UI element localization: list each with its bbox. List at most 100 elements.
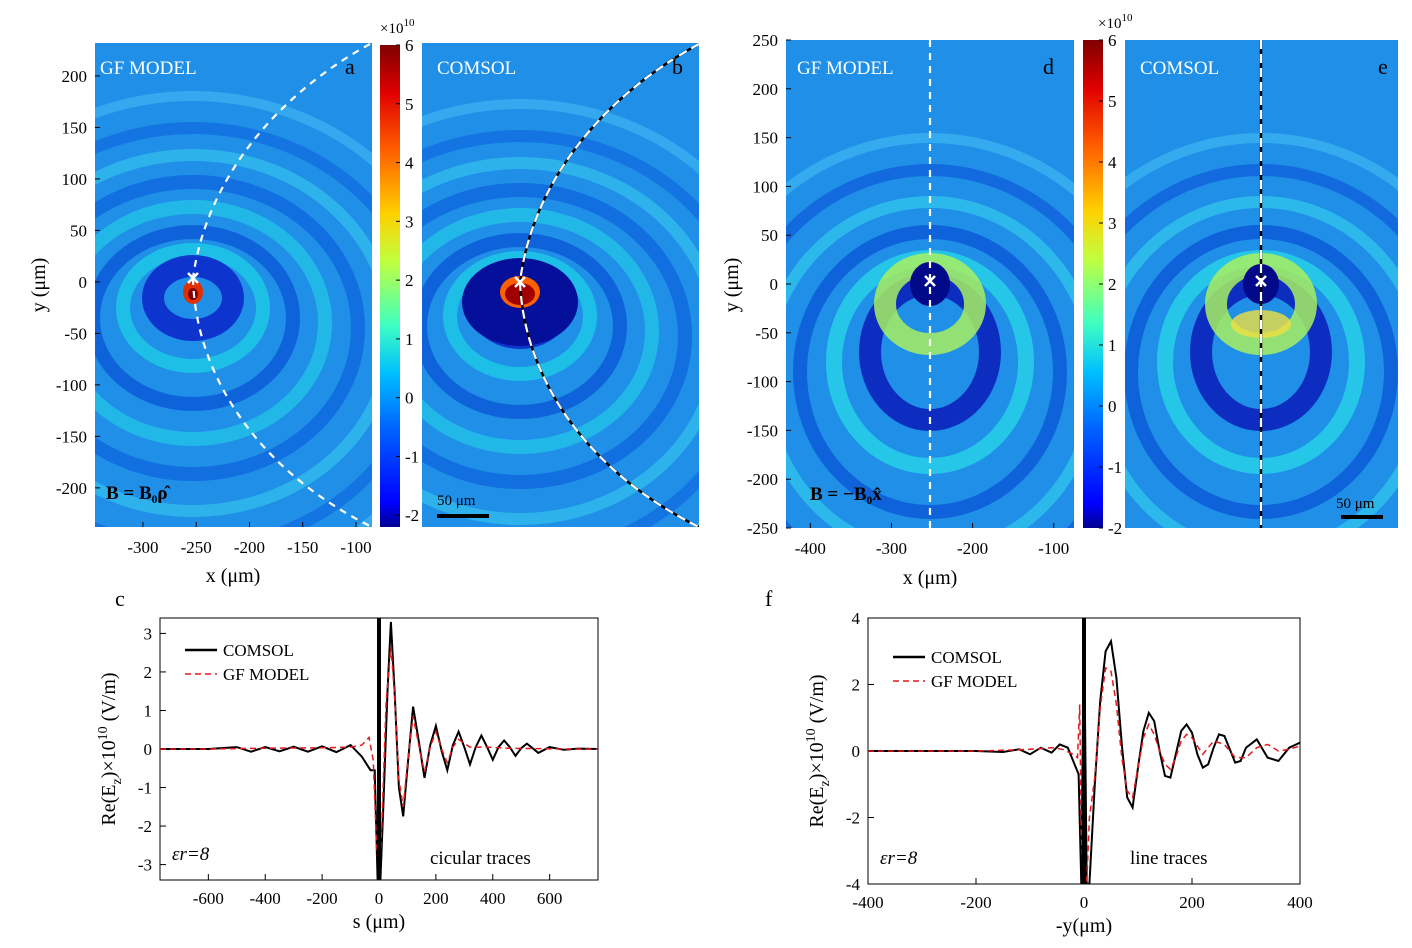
colorbar-tick-label: 6 [405,36,414,55]
colorbar-right-multiplier: ×1010 [1098,12,1133,32]
x-tick-label: 600 [537,889,563,908]
panel-b-letter: b [672,54,683,79]
field-ring [142,255,244,341]
y-tick-label: 150 [62,118,88,137]
y-tick-label: 100 [753,177,779,196]
panel-e-label: COMSOL [1140,58,1219,79]
panel-d-field-map [786,40,1074,528]
epsilon-annotation: εr=8 [880,848,918,869]
field-ring [95,225,300,411]
trace-annotation: cicular traces [430,848,531,869]
right-map-xlabel: x (μm) [903,567,958,589]
colorbar-tick-label: 3 [405,212,414,231]
y-tick-label: 50 [761,226,778,245]
y-tick-label: 100 [62,170,88,189]
field-ring [95,149,372,517]
panel-b-scalebar-label: 50 μm [437,493,476,509]
x-tick-label: -100 [340,538,371,557]
y-axis-label: Re(Ez)×1010 (V/m) [804,674,833,827]
x-tick-label: 400 [1287,893,1313,912]
circular-trace-upper [518,43,699,283]
panel-d-letter: d [1043,54,1054,79]
colorbar-tick-label: -2 [1108,519,1122,538]
left-map-xlabel: x (μm) [206,565,261,587]
x-tick-label: 200 [1179,893,1205,912]
x-tick-label: -200 [234,538,265,557]
y-tick-label: -250 [747,519,778,538]
y-tick-label: -200 [56,479,87,498]
colorbar-right [1083,40,1103,528]
left-map-ylabel: y (μm) [28,258,50,313]
y-tick-label: 200 [62,67,88,86]
colorbar-tick-label: -1 [405,447,419,466]
panel-d-label: GF MODEL [797,58,894,79]
y-tick-label: -150 [747,421,778,440]
chart-f: -400 -200 0 200 400 4 2 0 -2 -4 -y(μm) Re(Ez)×1010 … [804,609,1313,937]
panel-b-scalebar [437,514,489,518]
colorbar-tick-label: 2 [405,271,414,290]
panel-a-letter: a [345,54,355,79]
x-tick-label: -200 [960,893,991,912]
left-map-axes: -300 -250 -200 -150 -100 200 150 100 50 0 -50 -100 -… [56,67,372,557]
y-tick-label: -50 [64,324,87,343]
colorbar-tick-label: 0 [405,389,414,408]
y-tick-label: -100 [56,376,87,395]
y-tick-label: 200 [753,80,779,99]
y-tick-label: 0 [144,740,153,759]
x-tick-label: -200 [957,539,988,558]
field-ring [422,183,692,489]
series-line-gf-model [160,646,598,877]
y-tick-label: 3 [144,624,153,643]
x-tick-label: 0 [375,889,384,908]
series-line-comsol [160,618,598,880]
panel-c-letter: c [115,586,125,611]
legend-label: COMSOL [223,641,294,660]
colorbar-right-ticks: 6 5 4 3 2 1 0 -1 -2 [1099,31,1122,538]
x-tick-label: -300 [127,538,158,557]
field-ring [422,130,699,527]
colorbar-left-ticks: 6 5 4 3 2 1 0 -1 -2 [396,36,419,525]
colorbar-tick-label: 3 [1108,214,1117,233]
panel-a-label: GF MODEL [100,58,197,79]
field-lobe [910,262,950,306]
panel-b-label: COMSOL [437,58,516,79]
source-marker [187,272,199,284]
x-tick-label: -100 [1038,539,1069,558]
y-tick-label: -150 [56,427,87,446]
circular-trace-lower [191,277,372,527]
x-tick-label: -150 [287,538,318,557]
y-tick-label: 0 [79,273,88,292]
y-tick-label: 1 [144,701,153,720]
colorbar-tick-label: 5 [405,95,414,114]
x-axis-label: s (μm) [353,911,405,933]
circular-trace-lower [518,281,699,527]
colorbar-tick-label: 4 [405,154,414,173]
y-tick-label: 150 [753,129,779,148]
x-tick-label: -400 [250,889,281,908]
colorbar-tick-label: 6 [1108,31,1117,50]
x-tick-label: -300 [876,539,907,558]
y-tick-label: -1 [138,779,152,798]
epsilon-annotation: εr=8 [172,844,210,865]
panel-e-letter: e [1378,54,1388,79]
circular-trace-upper [191,43,371,279]
field-ring [422,99,699,527]
field-ring [422,208,659,454]
x-tick-label: 400 [480,889,506,908]
y-tick-label: 0 [852,742,861,761]
y-tick-label: -50 [755,324,778,343]
legend-label: COMSOL [931,648,1002,667]
x-axis-label: -y(μm) [1056,915,1112,937]
right-map-ylabel: y (μm) [721,258,743,313]
trace-annotation: line traces [1130,848,1208,869]
x-tick-label: -400 [852,893,883,912]
panel-f-letter: f [765,586,773,611]
field-ring [95,175,365,481]
field-ring [95,200,332,446]
series-line-gf-model [868,666,1300,884]
x-tick-label: -600 [193,889,224,908]
colorbar-tick-label: 5 [1108,92,1117,111]
legend-label: GF MODEL [223,665,309,684]
legend-label: GF MODEL [931,672,1017,691]
